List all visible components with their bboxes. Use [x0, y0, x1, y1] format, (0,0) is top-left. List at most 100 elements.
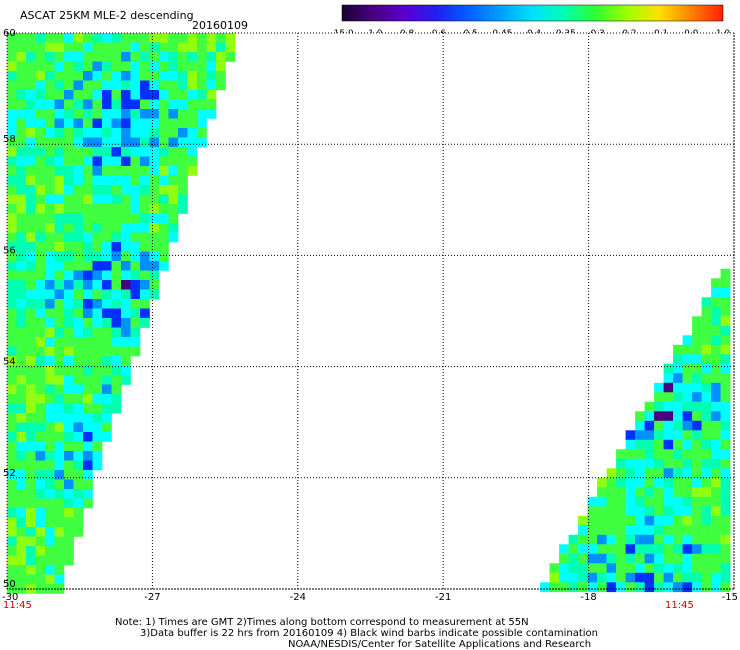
heatmap-cell: [7, 213, 17, 224]
heatmap-cell: [54, 422, 65, 433]
heatmap-cell: [26, 441, 36, 452]
x-tick-label: -18: [580, 592, 596, 603]
heatmap-cell: [168, 90, 179, 100]
heatmap-cell: [54, 251, 65, 262]
heatmap-cell: [168, 194, 179, 205]
heatmap-cell: [54, 109, 65, 119]
heatmap-cell: [102, 61, 112, 72]
heatmap-cell: [64, 536, 74, 547]
heatmap-cell: [711, 515, 721, 526]
heatmap-cell: [102, 403, 112, 414]
heatmap-cell: [7, 394, 17, 404]
heatmap-cell: [635, 477, 645, 488]
heatmap-cell: [35, 479, 46, 490]
heatmap-cell: [26, 365, 36, 376]
heatmap-cell: [83, 61, 93, 72]
heatmap-cell: [45, 546, 55, 556]
heatmap-cell: [92, 109, 103, 119]
heatmap-cell: [159, 99, 169, 110]
heatmap-cell: [64, 555, 74, 566]
heatmap-cell: [16, 308, 27, 319]
heatmap-cell: [720, 363, 731, 374]
heatmap-cell: [54, 337, 65, 347]
heatmap-cell: [35, 204, 46, 214]
heatmap-cell: [111, 261, 122, 271]
heatmap-cell: [102, 213, 112, 224]
heatmap-cell: [654, 563, 664, 574]
heatmap-cell: [559, 582, 569, 593]
heatmap-cell: [35, 166, 46, 176]
heatmap-cell: [16, 394, 27, 404]
heatmap-cell: [149, 118, 160, 129]
heatmap-cell: [7, 175, 17, 186]
heatmap-cell: [92, 432, 103, 442]
heatmap-cell: [102, 270, 112, 281]
heatmap-cell: [83, 289, 93, 300]
heatmap-cell: [35, 337, 46, 347]
heatmap-cell: [92, 137, 103, 148]
heatmap-cell: [578, 515, 588, 526]
heatmap-cell: [26, 109, 36, 119]
heatmap-cell: [692, 572, 702, 583]
heatmap-cell: [130, 308, 141, 319]
heatmap-cell: [83, 166, 93, 176]
heatmap-cell: [7, 90, 17, 100]
heatmap-cell: [720, 382, 731, 393]
heatmap-cell: [130, 318, 141, 328]
heatmap-cell: [7, 584, 17, 594]
heatmap-cell: [92, 194, 103, 205]
heatmap-cell: [711, 401, 721, 412]
heatmap-cell: [130, 242, 141, 252]
heatmap-cell: [130, 61, 141, 72]
heatmap-cell: [83, 232, 93, 243]
heatmap-cell: [130, 194, 141, 205]
heatmap-cell: [159, 137, 169, 148]
heatmap-cell: [682, 373, 693, 384]
heatmap-cell: [83, 52, 93, 62]
heatmap-cell: [83, 213, 93, 224]
heatmap-cell: [197, 61, 207, 72]
heatmap-cell: [35, 498, 46, 509]
heatmap-cell: [720, 411, 731, 422]
heatmap-cell: [692, 515, 702, 526]
heatmap-cell: [102, 42, 112, 53]
heatmap-cell: [102, 232, 112, 243]
heatmap-cell: [35, 308, 46, 319]
heatmap-cell: [73, 489, 84, 499]
heatmap-cell: [644, 553, 655, 564]
heatmap-cell: [130, 52, 141, 62]
heatmap-cell: [625, 458, 636, 469]
heatmap-cell: [635, 506, 645, 517]
heatmap-cell: [54, 90, 65, 100]
heatmap-cell: [54, 42, 65, 53]
heatmap-cell: [73, 185, 84, 195]
heatmap-cell: [711, 373, 721, 384]
heatmap-cell: [83, 137, 93, 148]
heatmap-cell: [16, 194, 27, 205]
heatmap-cell: [64, 508, 74, 518]
heatmap-cell: [187, 61, 198, 72]
heatmap-cell: [92, 308, 103, 319]
heatmap-cell: [159, 71, 169, 81]
heatmap-cell: [92, 270, 103, 281]
heatmap-cell: [701, 335, 712, 346]
heatmap-cell: [140, 213, 150, 224]
heatmap-cell: [720, 477, 731, 488]
heatmap-cell: [64, 52, 74, 62]
heatmap-cell: [701, 382, 712, 393]
heatmap-cell: [92, 441, 103, 452]
heatmap-cell: [711, 449, 721, 460]
heatmap-cell: [635, 449, 645, 460]
heatmap-cell: [54, 365, 65, 376]
heatmap-cell: [35, 194, 46, 205]
heatmap-cell: [16, 242, 27, 252]
heatmap-cell: [111, 71, 122, 81]
heatmap-cell: [149, 242, 160, 252]
heatmap-cell: [673, 392, 683, 403]
heatmap-cell: [121, 337, 131, 347]
heatmap-cell: [54, 536, 65, 547]
heatmap-cell: [102, 432, 112, 442]
heatmap-cell: [168, 71, 179, 81]
heatmap-cell: [64, 289, 74, 300]
heatmap-cell: [654, 544, 664, 555]
